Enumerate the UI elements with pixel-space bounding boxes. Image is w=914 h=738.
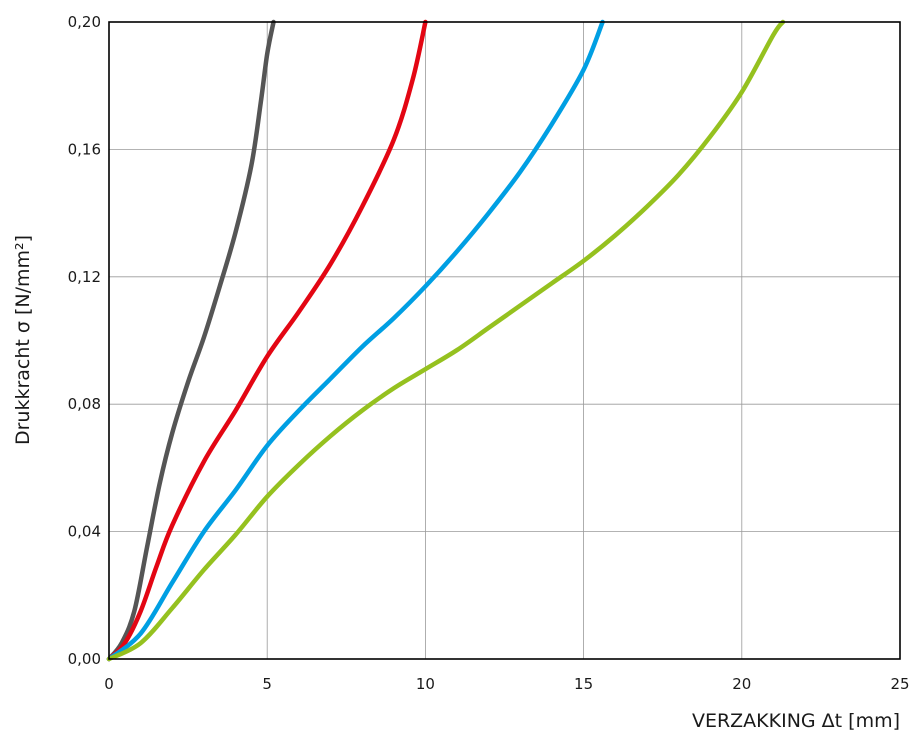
y-tick-label: 0,12 — [68, 268, 101, 286]
y-tick-label: 0,00 — [68, 650, 101, 668]
grid — [109, 22, 900, 659]
x-tick-labels: 0 5 10 15 20 25 — [104, 675, 909, 693]
x-tick-label: 5 — [262, 675, 272, 693]
y-tick-labels: 0,00 0,04 0,08 0,12 0,16 0,20 — [68, 13, 101, 668]
series-line-3 — [106, 19, 605, 662]
y-tick-label: 0,08 — [68, 395, 101, 413]
x-tick-label: 25 — [890, 675, 909, 693]
y-axis-label: Drukkracht σ [N/mm²] — [12, 235, 34, 445]
series-line-4 — [106, 19, 786, 662]
x-axis-label: VERZAKKING Δt [mm] — [692, 710, 900, 732]
x-tick-label: 20 — [732, 675, 751, 693]
x-tick-label: 15 — [574, 675, 593, 693]
x-tick-label: 0 — [104, 675, 114, 693]
y-tick-label: 0,20 — [68, 13, 101, 31]
y-tick-label: 0,04 — [68, 523, 101, 541]
y-tick-label: 0,16 — [68, 140, 101, 158]
series-line-1 — [106, 19, 276, 662]
plot-frame — [108, 21, 901, 660]
series-group — [106, 19, 786, 662]
x-tick-label: 10 — [416, 675, 435, 693]
series-line-2 — [106, 19, 428, 662]
